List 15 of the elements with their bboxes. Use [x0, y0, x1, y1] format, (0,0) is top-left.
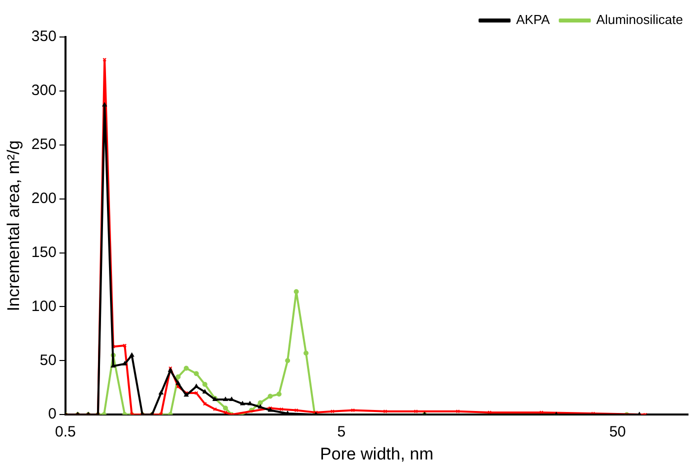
y-tick-label: 250 [31, 136, 56, 154]
y-tick-label: 200 [31, 190, 56, 207]
y-tick-label: 100 [31, 298, 56, 315]
y-tick-label: 350 [31, 28, 56, 46]
x-axis-title: Pore width, nm [320, 444, 434, 464]
x-tick-label: 0.5 [54, 424, 76, 441]
y-tick-label: 50 [40, 352, 56, 369]
y-tick-label: 0 [48, 406, 56, 423]
legend-label: AKPA [516, 12, 550, 28]
legend-label: Aluminosilicate [596, 12, 683, 28]
y-tick-label: 300 [31, 82, 56, 100]
x-tick-label: 5 [337, 424, 346, 441]
x-tick-label: 50 [609, 424, 626, 441]
y-axis-title: Incremental area, m²/g [4, 140, 23, 312]
y-tick-label: 150 [31, 244, 56, 261]
